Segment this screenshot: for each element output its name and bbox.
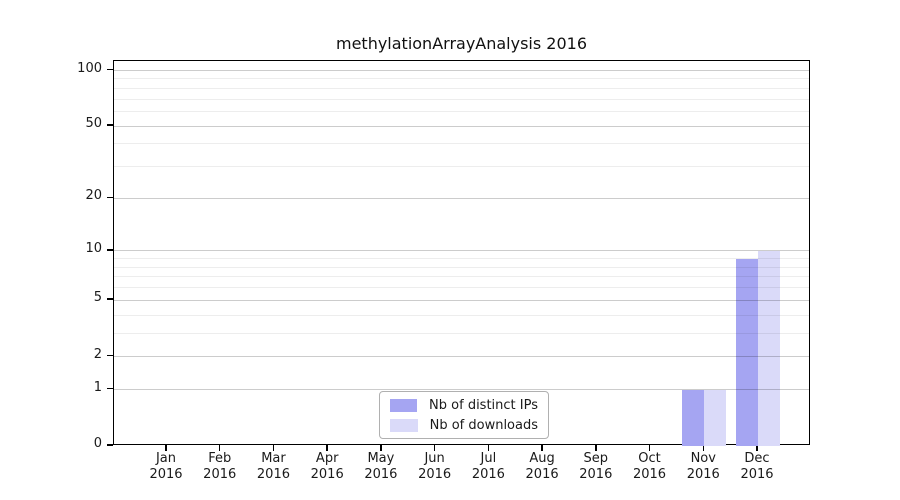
gridline-minor [114,332,809,334]
y-tick-label: 20 [85,188,102,204]
x-tick-label: May 2016 [364,451,398,482]
legend-label: Nb of downloads [429,417,538,433]
x-tick-label: Dec 2016 [740,451,774,482]
x-axis-tick [272,445,275,451]
x-axis-tick [541,445,543,451]
gridline-major [114,356,809,358]
x-tick-label: Oct 2016 [632,451,667,482]
x-axis-tick [756,445,758,451]
legend-item: Nb of distinct IPs [390,398,538,413]
x-tick-label: Nov 2016 [686,451,720,482]
y-tick-label: 100 [77,60,102,76]
bar-distinct-ips [682,389,705,446]
chart-title: methylationArrayAnalysis 2016 [335,34,588,53]
gridline-major [114,70,809,71]
legend-swatch [390,398,418,412]
gridline-minor [114,143,809,145]
y-axis-tick [107,354,113,357]
x-axis-tick [702,445,705,451]
y-tick-label: 1 [93,379,102,395]
x-axis-tick [487,445,490,451]
gridline-major [114,197,809,199]
legend-item: Nb of downloads [390,418,538,433]
gridline-minor [114,258,809,260]
y-axis-tick [107,249,113,251]
y-tick-label: 2 [93,346,102,362]
y-tick-label: 5 [93,290,102,306]
bar-downloads [758,250,780,446]
x-tick-label: Jan 2016 [149,451,183,482]
y-axis-tick [107,444,113,446]
x-axis-tick [218,445,221,451]
bar-distinct-ips [736,258,758,446]
x-axis-tick [595,445,597,451]
x-axis-tick [380,445,382,451]
x-tick-label: Jun 2016 [418,451,452,482]
gridline-minor [114,266,809,268]
x-axis-tick [326,445,328,451]
gridline-minor [114,87,809,89]
gridline-minor [114,287,809,289]
x-tick-label: Apr 2016 [310,451,344,482]
x-axis-tick [433,445,436,451]
y-axis-tick [107,298,113,300]
gridline-major [114,125,809,127]
gridline-minor [114,78,809,80]
gridline-major [114,299,809,301]
x-tick-label: Sep 2016 [579,451,613,482]
y-axis-tick [107,124,113,126]
plot-area: Nb of distinct IPs Nb of downloads [113,60,810,446]
y-tick-label: 0 [93,436,102,451]
x-axis-tick [165,445,167,451]
gridline-minor [114,166,809,168]
y-axis-tick [107,387,113,390]
y-axis-tick [107,196,113,199]
x-tick-label: Aug 2016 [525,451,559,482]
legend-swatch [390,418,418,432]
y-tick-label: 50 [85,116,102,132]
gridline-minor [114,314,809,316]
gridline-minor [114,98,809,100]
gridline-minor [114,111,809,113]
legend: Nb of distinct IPs Nb of downloads [379,391,549,439]
gridline-major [114,389,809,391]
x-axis-tick [648,445,651,451]
bar-downloads [704,389,727,446]
gridline-minor [114,276,809,278]
y-tick-label: 10 [85,240,102,256]
gridline-major [114,250,809,252]
x-tick-label: Feb 2016 [203,451,237,482]
x-tick-label: Mar 2016 [256,451,290,482]
x-tick-label: Jul 2016 [471,451,505,482]
y-axis-tick [107,68,113,71]
legend-label: Nb of distinct IPs [429,397,538,413]
